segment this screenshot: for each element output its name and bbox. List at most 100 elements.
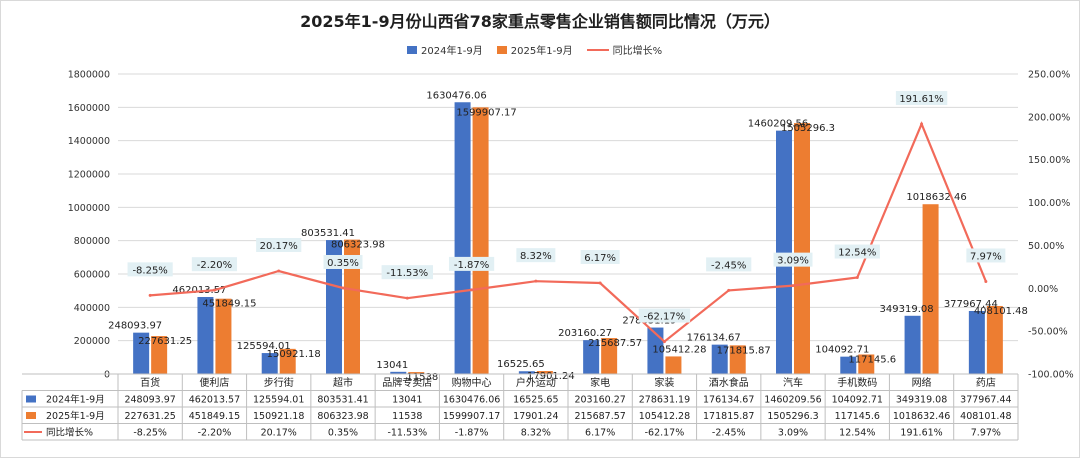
category-label: 户外运动 (516, 376, 556, 389)
bar-2024 (326, 240, 342, 374)
bar-2024 (261, 353, 278, 374)
growth-label-bg (580, 249, 620, 264)
table-cell: 215687.57 (574, 411, 625, 422)
growth-point (148, 293, 152, 297)
y2-tick-label: -50.00% (1028, 327, 1068, 338)
category-label: 超市 (333, 376, 353, 389)
y-tick-label: 1600000 (68, 103, 110, 114)
y2-tick-label: 0.00% (1028, 284, 1058, 295)
growth-label: -8.25% (132, 265, 167, 276)
growth-point (984, 279, 988, 283)
bar-2025 (472, 107, 489, 374)
table-cell: 3.09% (778, 428, 808, 439)
growth-label-bg (127, 262, 173, 277)
table-row-label: 2025年1-9月 (46, 410, 105, 422)
legend-label-2025: 2025年1-9月 (510, 46, 573, 57)
category-label: 品牌专卖店 (382, 376, 432, 389)
table-cell: 13041 (392, 395, 422, 406)
bar-2024 (647, 327, 664, 374)
growth-label-bg (191, 257, 238, 272)
table-cell: 8.32% (521, 428, 551, 439)
growth-label-bg (381, 265, 433, 280)
bar-2025 (536, 371, 553, 374)
growth-label: 3.09% (777, 256, 809, 267)
growth-label: -2.20% (197, 260, 232, 271)
category-label: 酒水食品 (709, 376, 749, 389)
growth-label: 6.17% (584, 253, 616, 264)
table-row-label: 同比增长% (46, 427, 93, 439)
growth-label: 0.35% (327, 258, 359, 269)
growth-label-bg (895, 91, 948, 106)
table-cell: -62.17% (645, 428, 685, 439)
bar-2025 (858, 354, 875, 374)
category-label: 家电 (590, 376, 610, 389)
legend-swatch-2025 (496, 45, 507, 54)
bar-2025 (344, 239, 360, 374)
legend-line-growth (586, 48, 609, 51)
table-cell: 203160.27 (574, 395, 625, 406)
growth-label: 191.61% (899, 94, 944, 105)
table-key-swatch (26, 412, 36, 419)
table-cell: 1599907.17 (443, 411, 500, 422)
bar-label-2025: 105412.28 (652, 344, 706, 355)
table-cell: 0.35% (328, 428, 358, 439)
table-cell: -11.53% (387, 428, 427, 439)
table-cell: 349319.08 (896, 395, 947, 406)
table-cell: 171815.87 (703, 411, 754, 422)
table-cell: 176134.67 (703, 395, 754, 406)
bar-2024 (711, 344, 728, 374)
y2-tick-label: 100.00% (1028, 198, 1070, 209)
table-cell: 278631.19 (639, 395, 690, 406)
growth-point (662, 340, 666, 344)
growth-point (727, 288, 731, 292)
bar-2025 (794, 123, 810, 375)
bar-label-2025: 227631.25 (138, 336, 192, 347)
growth-point (920, 122, 924, 126)
y-tick-label: 1800000 (68, 70, 110, 81)
growth-point (212, 288, 216, 292)
bar-2025 (151, 336, 168, 374)
table-cell: 150921.18 (253, 411, 304, 422)
y2-tick-label: 150.00% (1028, 155, 1070, 166)
legend: 2024年1-9月 2025年1-9月 同比增长% (407, 42, 676, 57)
bar-2024 (197, 296, 214, 374)
legend-label-growth: 同比增长% (612, 46, 663, 57)
growth-label-bg (638, 308, 691, 323)
table-cell: 1460209.56 (764, 395, 821, 406)
chart-title: 2025年1-9月份山西省78家重点零售企业销售额同比情况（万元） (300, 12, 780, 31)
legend-label-2024: 2024年1-9月 (421, 46, 483, 57)
table-cell: 248093.97 (124, 395, 175, 406)
growth-label-bg (773, 252, 813, 267)
table-row-label: 2024年1-9月 (46, 394, 105, 406)
growth-label: -62.17% (644, 312, 686, 323)
bar-2025 (922, 204, 939, 374)
growth-label: 12.54% (838, 248, 876, 259)
table-cell: 1630476.06 (443, 395, 500, 406)
growth-label: 20.17% (260, 241, 298, 252)
bar-2024 (454, 102, 471, 374)
bar-2025 (215, 298, 232, 374)
bar-label-2024: 203160.27 (558, 328, 612, 339)
bar-label-2025: 1505296.3 (781, 123, 835, 134)
legend-item-2025: 2025年1-9月 (496, 42, 573, 57)
table-cell: -2.45% (712, 428, 746, 439)
table-cell: 117145.6 (835, 411, 880, 422)
bar-2025 (279, 348, 296, 374)
bar-label-2025: 408101.48 (974, 306, 1028, 317)
bar-label-2025: 1018632.46 (906, 192, 966, 203)
table-cell: 20.17% (261, 428, 297, 439)
bar-2024 (840, 356, 857, 374)
category-label: 百货 (140, 376, 160, 389)
y-tick-label: 400000 (74, 303, 110, 314)
growth-label-bg (706, 257, 752, 272)
bar-label-2025: 117145.6 (848, 354, 896, 365)
growth-point (598, 281, 602, 285)
table-cell: -2.20% (198, 428, 232, 439)
growth-label: -11.53% (386, 268, 428, 279)
growth-point (791, 284, 795, 288)
table-cell: -8.25% (133, 428, 167, 439)
table-cell: 806323.98 (317, 411, 368, 422)
table-cell: 7.97% (971, 428, 1001, 439)
table-cell: 16525.65 (513, 395, 558, 406)
